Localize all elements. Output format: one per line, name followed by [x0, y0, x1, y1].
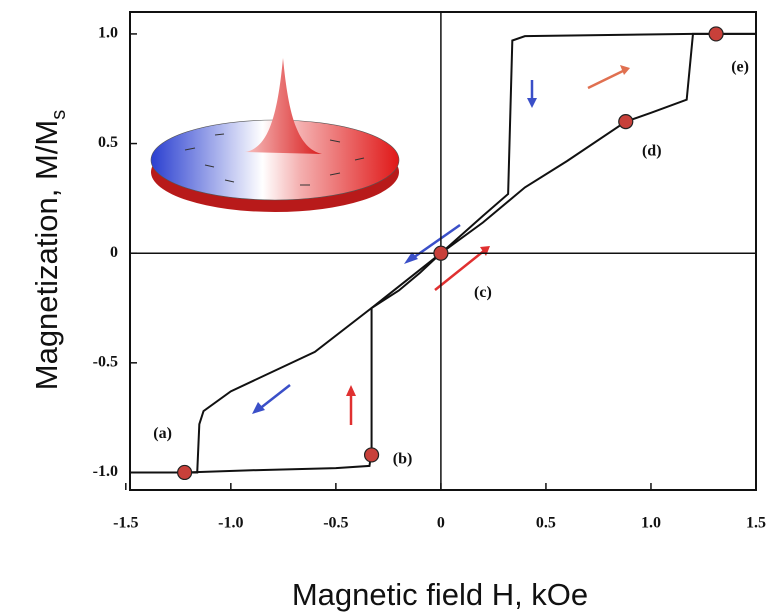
state-label: (d) [642, 142, 662, 159]
inset-disk [150, 58, 400, 212]
y-axis-label: Magnetization, M/Ms [29, 110, 70, 391]
state-point [433, 245, 449, 261]
plot-frame [129, 11, 757, 491]
state-point [177, 464, 193, 481]
state-point [708, 26, 724, 42]
y-tick-label: -1.0 [93, 463, 118, 480]
state-point [363, 447, 380, 463]
y-tick-label: 0.5 [98, 134, 118, 151]
x-tick-label: 1.0 [641, 515, 661, 532]
y-tick-label: 0 [110, 244, 118, 261]
x-tick-label: 0.5 [536, 515, 556, 532]
x-tick-label: -0.5 [323, 515, 348, 532]
y-tick-label: 1.0 [98, 25, 118, 42]
arrows [252, 65, 630, 425]
x-tick-label: -1.5 [113, 515, 138, 532]
loop-branch [130, 32, 756, 474]
y-axis-label-subscript: s [48, 110, 70, 120]
x-tick-label: -1.0 [218, 515, 243, 532]
state-label: (c) [474, 284, 492, 301]
x-axis-label: Magnetic field H, kOe [292, 577, 588, 612]
y-tick-label: -0.5 [93, 353, 118, 370]
state-point [618, 114, 634, 130]
state-label: (e) [731, 59, 749, 76]
y-axis-label-main: Magnetization, M/M [29, 120, 64, 391]
x-tick-label: 1.5 [746, 515, 766, 532]
state-label: (b) [393, 451, 413, 468]
x-tick-label: 0 [437, 515, 445, 532]
state-label: (a) [153, 425, 172, 442]
